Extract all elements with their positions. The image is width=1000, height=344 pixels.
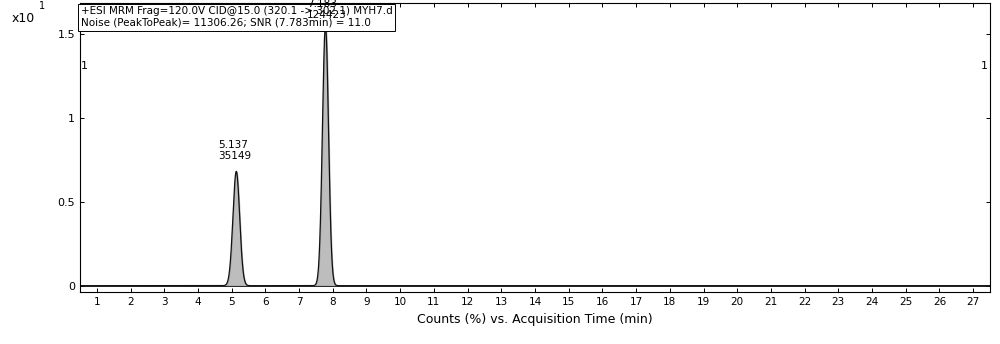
Text: x10: x10	[12, 12, 35, 25]
Text: 1: 1	[39, 1, 45, 11]
Text: 1: 1	[981, 61, 988, 71]
Text: 7.183
124423: 7.183 124423	[307, 0, 347, 20]
Text: 5.137
35149: 5.137 35149	[218, 140, 251, 161]
Text: +ESI MRM Frag=120.0V CID@15.0 (320.1 -> 302.1) MYH7.d
Noise (PeakToPeak)= 11306.: +ESI MRM Frag=120.0V CID@15.0 (320.1 -> …	[81, 6, 393, 28]
Text: 1: 1	[81, 61, 88, 71]
X-axis label: Counts (%) vs. Acquisition Time (min): Counts (%) vs. Acquisition Time (min)	[417, 313, 653, 326]
